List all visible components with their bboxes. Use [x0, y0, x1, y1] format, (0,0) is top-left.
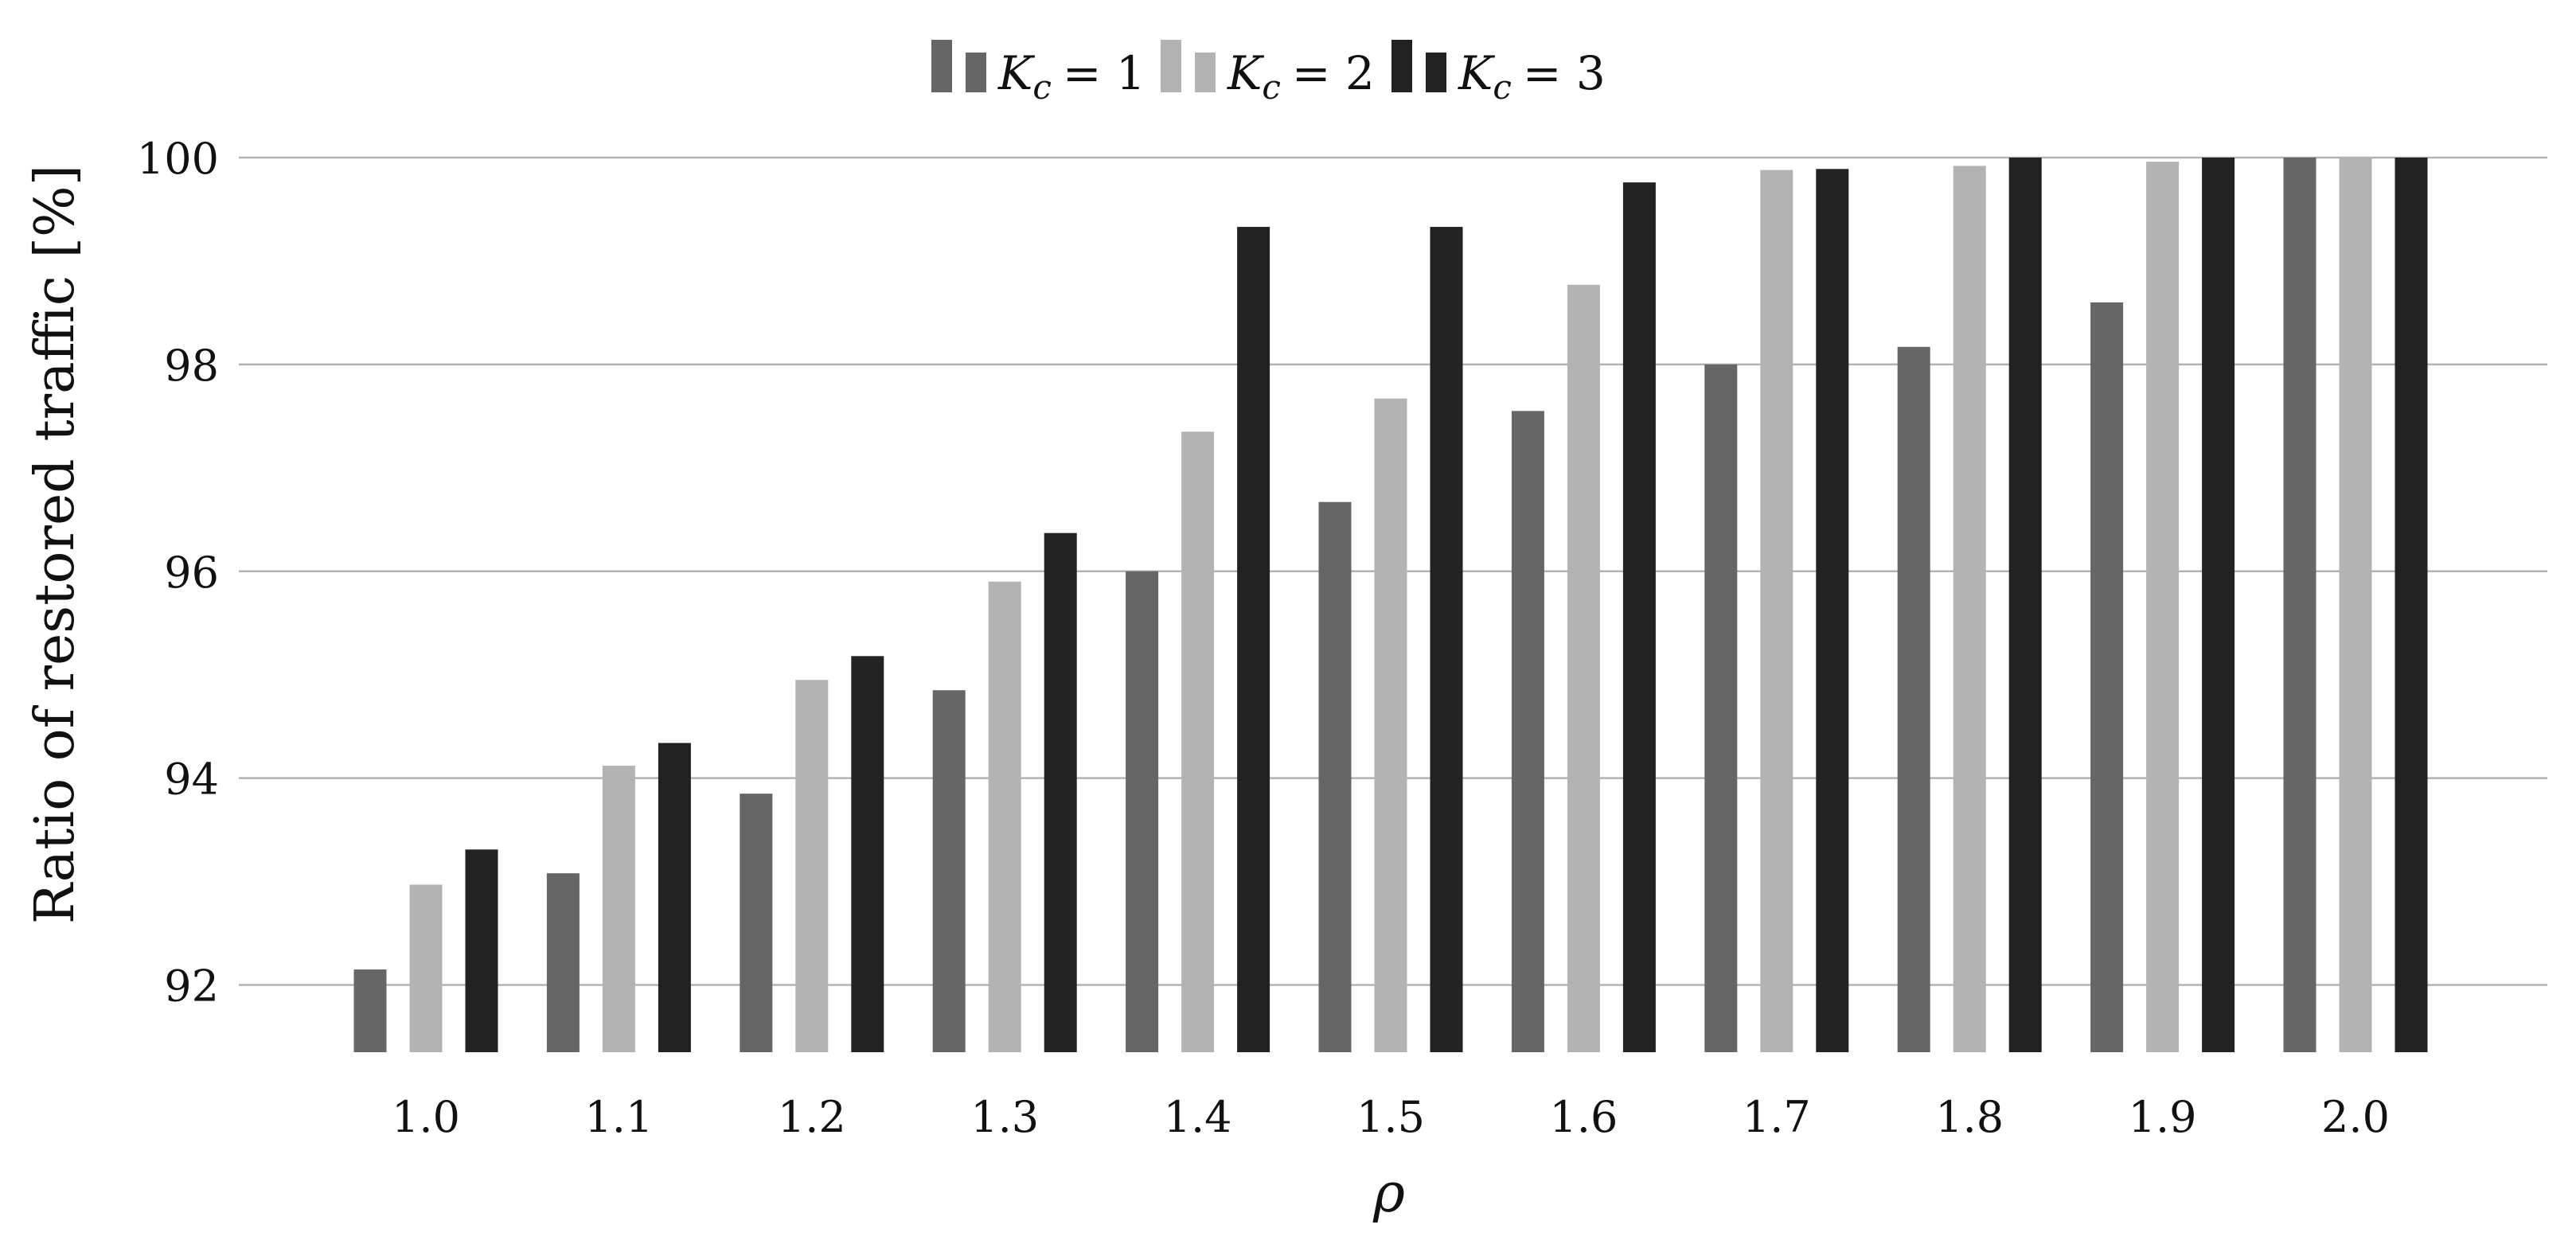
- bar: [1622, 182, 1656, 1052]
- x-tick-label: 1.6: [1549, 1092, 1618, 1142]
- legend-item: Kc = 3: [1391, 40, 1606, 107]
- x-tick-label: 1.4: [1164, 1092, 1232, 1142]
- bar: [353, 969, 387, 1052]
- x-axis-ticks: 1.0 1.1 1.2 1.3 1.4 1.5 1.6 1.7 1.8 1.9 2.0: [392, 1092, 2390, 1142]
- bar: [602, 766, 635, 1052]
- bar: [1126, 571, 1159, 1052]
- bar: [2008, 158, 2042, 1052]
- bar: [1897, 346, 1930, 1053]
- legend-item: Kc = 2: [1161, 40, 1375, 107]
- y-tick-label: 98: [164, 341, 219, 391]
- bar: [2090, 302, 2124, 1052]
- x-tick-label: 1.2: [778, 1092, 846, 1142]
- legend-label: Kc = 1: [997, 46, 1146, 107]
- y-tick-label: 94: [164, 755, 219, 805]
- legend-swatch: [1161, 40, 1181, 92]
- bar: [2283, 158, 2316, 1052]
- legend-label: Kc = 2: [1227, 46, 1375, 107]
- legend: Kc = 1 Kc = 2 Kc = 3: [931, 40, 1606, 107]
- legend-swatch: [1195, 53, 1216, 92]
- x-tick-label: 1.9: [2129, 1092, 2197, 1142]
- x-tick-label: 1.5: [1356, 1092, 1425, 1142]
- x-tick-label: 1.0: [392, 1092, 460, 1142]
- bar: [658, 743, 691, 1052]
- legend-item: Kc = 1: [931, 40, 1146, 107]
- x-tick-label: 1.8: [1935, 1092, 2004, 1142]
- x-tick-label: 1.3: [970, 1092, 1039, 1142]
- bar: [795, 680, 829, 1052]
- y-axis-label: Ratio of restored traffic [%]: [24, 165, 87, 924]
- x-axis-label: ρ: [1372, 1162, 1405, 1225]
- bar: [1816, 169, 1849, 1052]
- bar: [988, 581, 1021, 1052]
- bar: [1760, 170, 1793, 1053]
- legend-swatch: [966, 53, 986, 92]
- bar: [740, 794, 773, 1052]
- bar: [465, 849, 498, 1052]
- y-tick-label: 92: [164, 961, 219, 1012]
- bar: [851, 656, 884, 1052]
- x-tick-label: 2.0: [2321, 1092, 2390, 1142]
- bars: [353, 158, 2428, 1053]
- bar: [2202, 158, 2235, 1052]
- x-tick-label: 1.1: [584, 1092, 653, 1142]
- y-axis-ticks: 92 94 96 98 100: [137, 134, 219, 1012]
- bar: [1704, 364, 1738, 1052]
- bar: [2395, 158, 2428, 1052]
- bar: [1237, 227, 1270, 1052]
- bar: [2339, 158, 2372, 1052]
- x-tick-label: 1.7: [1743, 1092, 1811, 1142]
- legend-swatch: [1426, 53, 1446, 92]
- bar: [1567, 284, 1600, 1053]
- bar: [932, 690, 966, 1052]
- bar: [1430, 227, 1463, 1052]
- bar: [1374, 398, 1407, 1052]
- bar: [546, 873, 580, 1052]
- legend-swatch: [931, 40, 952, 92]
- bar: [1181, 431, 1215, 1052]
- bar: [1511, 411, 1544, 1052]
- y-tick-label: 100: [137, 134, 219, 184]
- y-tick-label: 96: [164, 548, 219, 598]
- legend-label: Kc = 3: [1458, 46, 1606, 107]
- legend-swatch: [1391, 40, 1412, 92]
- bar: [1044, 532, 1077, 1052]
- bar: [1953, 166, 1986, 1052]
- bar: [2146, 162, 2180, 1052]
- bar: [409, 884, 443, 1052]
- bar: [1318, 501, 1352, 1052]
